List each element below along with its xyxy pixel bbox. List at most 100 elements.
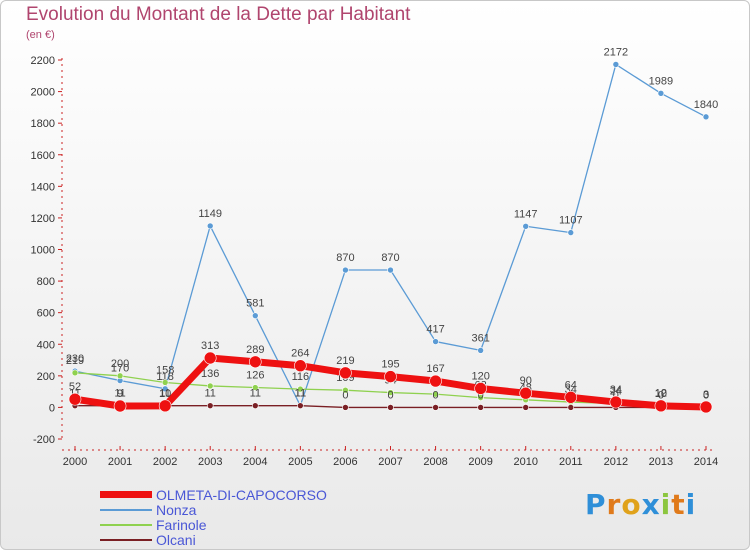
data-point-olmeta-di-capocorso bbox=[699, 400, 713, 414]
legend-swatch-farinole bbox=[100, 523, 152, 526]
y-tick-label: 800 bbox=[37, 276, 55, 288]
data-label-olcani: 11 bbox=[250, 388, 261, 400]
data-point-nonza bbox=[612, 61, 620, 68]
y-tick-label: 2000 bbox=[31, 87, 55, 99]
data-point-nonza bbox=[522, 222, 530, 230]
data-point-olmeta-di-capocorso bbox=[248, 355, 262, 369]
data-label-farinole: 158 bbox=[156, 364, 174, 376]
data-label-olcani: 0 bbox=[658, 389, 664, 401]
legend-swatch-olmeta bbox=[100, 491, 152, 498]
legend-item-nonza: Nonza bbox=[100, 501, 197, 518]
data-point-nonza bbox=[432, 338, 439, 345]
data-point-farinole bbox=[251, 384, 259, 391]
logo-letter: i bbox=[685, 488, 697, 521]
data-label-farinole: 0 bbox=[703, 389, 709, 401]
data-label-olmeta-di-capocorso: 219 bbox=[336, 355, 354, 367]
legend-label-farinole: Farinole bbox=[156, 516, 207, 533]
logo-letter: i bbox=[660, 488, 672, 521]
data-point-farinole bbox=[161, 379, 169, 386]
data-label-olcani: 11 bbox=[205, 388, 216, 400]
x-tick-label: 2010 bbox=[513, 456, 537, 468]
y-tick-label: -200 bbox=[33, 434, 55, 446]
data-label-olmeta-di-capocorso: 120 bbox=[471, 370, 489, 382]
data-point-olmeta-di-capocorso bbox=[203, 351, 217, 365]
x-tick-label: 2003 bbox=[198, 456, 222, 468]
data-label-nonza: 2172 bbox=[604, 46, 628, 58]
data-label-olcani: 0 bbox=[387, 389, 393, 401]
data-point-nonza bbox=[251, 312, 259, 319]
data-label-nonza: 870 bbox=[336, 252, 354, 264]
data-label-nonza: 11 bbox=[295, 388, 306, 400]
data-label-nonza: 170 bbox=[111, 363, 129, 375]
y-tick-label: 2200 bbox=[31, 55, 55, 67]
data-point-olcani bbox=[297, 402, 304, 409]
data-point-farinole bbox=[342, 386, 349, 394]
data-point-nonza bbox=[387, 266, 394, 274]
chart-title: Evolution du Montant de la Dette par Hab… bbox=[26, 4, 411, 25]
data-point-olmeta-di-capocorso bbox=[158, 399, 172, 413]
data-point-olmeta-di-capocorso bbox=[564, 391, 578, 404]
legend-label-olcani: Olcani bbox=[156, 531, 196, 548]
data-label-nonza: 1840 bbox=[694, 99, 718, 111]
data-point-olmeta-di-capocorso bbox=[609, 395, 623, 409]
x-tick-label: 2012 bbox=[604, 456, 628, 468]
y-tick-label: 200 bbox=[37, 371, 55, 383]
y-tick-label: 0 bbox=[49, 402, 55, 414]
data-point-nonza bbox=[702, 113, 710, 121]
data-point-nonza bbox=[161, 385, 169, 393]
data-label-olcani: 0 bbox=[613, 389, 619, 401]
data-point-olcani bbox=[567, 404, 575, 411]
data-point-olcani bbox=[522, 404, 530, 411]
legend-label-olmeta: OLMETA-DI-CAPOCORSO bbox=[156, 486, 327, 503]
data-point-farinole bbox=[432, 390, 439, 398]
data-label-olcani: 0 bbox=[342, 389, 348, 401]
data-label-olmeta-di-capocorso: 167 bbox=[426, 363, 444, 375]
data-label-farinole: 219 bbox=[66, 355, 84, 367]
legend-label-nonza: Nonza bbox=[156, 501, 197, 518]
y-tick-label: 1000 bbox=[31, 245, 55, 257]
data-label-nonza: 1149 bbox=[198, 208, 222, 220]
series-line-nonza bbox=[74, 63, 707, 407]
data-point-olmeta-di-capocorso bbox=[474, 382, 487, 395]
legend-swatch-olcani bbox=[100, 538, 152, 541]
y-tick-label: 1800 bbox=[31, 118, 55, 130]
data-point-nonza bbox=[657, 90, 665, 97]
data-label-olcani: 0 bbox=[433, 389, 439, 401]
proxiti-logo: Proxiti bbox=[585, 488, 696, 521]
data-label-olcani: 11 bbox=[159, 388, 170, 400]
data-label-olmeta-di-capocorso: 9 bbox=[117, 388, 123, 400]
data-label-olmeta-di-capocorso: 64 bbox=[565, 379, 577, 391]
legend-item-olmeta: OLMETA-DI-CAPOCORSO bbox=[100, 486, 327, 503]
data-point-farinole bbox=[387, 389, 394, 396]
data-point-olmeta-di-capocorso bbox=[519, 386, 533, 400]
y-tick-label: 1200 bbox=[31, 213, 55, 225]
data-label-nonza: 581 bbox=[246, 298, 264, 310]
data-label-olmeta-di-capocorso: 3 bbox=[703, 389, 709, 401]
x-tick-label: 2005 bbox=[288, 456, 312, 468]
data-label-farinole: 126 bbox=[246, 370, 264, 382]
data-label-nonza: 230 bbox=[66, 353, 84, 365]
data-label-farinole: 116 bbox=[292, 371, 310, 383]
data-label-olmeta-di-capocorso: 34 bbox=[610, 384, 622, 396]
x-tick-label: 2009 bbox=[468, 456, 492, 468]
data-label-nonza: 1989 bbox=[649, 75, 673, 87]
data-point-olmeta-di-capocorso bbox=[429, 374, 442, 388]
x-tick-label: 2007 bbox=[378, 456, 402, 468]
data-label-olcani: 0 bbox=[703, 389, 709, 401]
data-label-olmeta-di-capocorso: 90 bbox=[520, 375, 532, 387]
data-point-farinole bbox=[297, 385, 304, 393]
data-point-olmeta-di-capocorso bbox=[654, 399, 668, 413]
data-label-nonza: 1107 bbox=[559, 215, 583, 227]
data-label-farinole: 200 bbox=[111, 358, 129, 370]
logo-letter: x bbox=[641, 488, 661, 521]
logo-letter: o bbox=[621, 488, 642, 521]
x-tick-label: 2002 bbox=[153, 456, 177, 468]
data-point-olcani bbox=[432, 404, 439, 411]
data-label-olcani: 11 bbox=[114, 388, 125, 400]
x-tick-label: 2013 bbox=[649, 456, 673, 468]
data-label-nonza: 361 bbox=[471, 332, 489, 344]
y-tick-label: 1600 bbox=[31, 150, 55, 162]
data-label-farinole: 12 bbox=[655, 388, 667, 400]
